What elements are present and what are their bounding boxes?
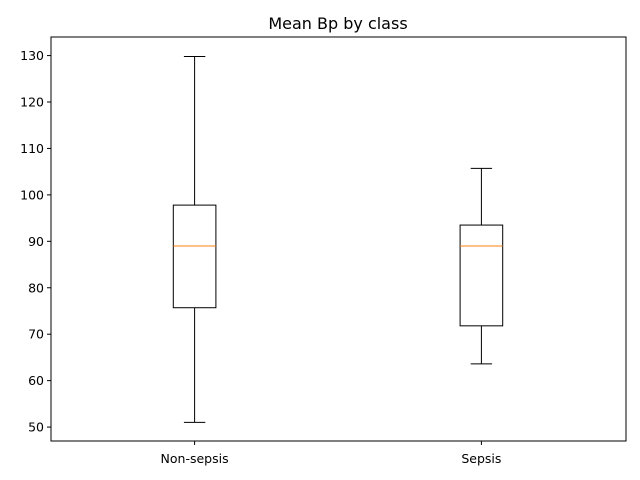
y-tick-label: 130	[20, 48, 44, 63]
x-tick-label: Non-sepsis	[161, 451, 229, 466]
box-group-non-sepsis	[172, 56, 217, 423]
box-group-sepsis	[459, 167, 504, 365]
box	[459, 224, 504, 327]
y-tick-label: 70	[28, 327, 44, 342]
y-axis: 50 60 70 80 90 100 110 120 130	[20, 48, 51, 435]
axes-frame	[50, 36, 627, 442]
y-tick-label: 100	[20, 187, 44, 202]
y-tick-label: 50	[28, 420, 44, 435]
y-tick-label: 120	[20, 95, 44, 110]
y-tick-label: 90	[28, 234, 44, 249]
boxes	[172, 56, 504, 423]
x-tick-label: Sepsis	[461, 451, 501, 466]
y-tick-label: 110	[20, 141, 44, 156]
x-axis: Non-sepsis Sepsis	[161, 441, 501, 466]
y-tick-label: 60	[28, 373, 44, 388]
y-tick-label: 80	[28, 280, 44, 295]
chart-title: Mean Bp by class	[268, 14, 407, 33]
box	[172, 204, 217, 309]
